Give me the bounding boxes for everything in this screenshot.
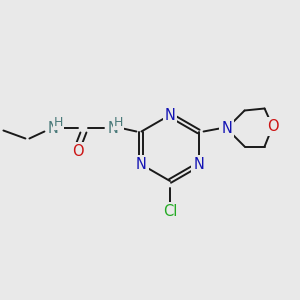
Text: Cl: Cl	[163, 203, 177, 218]
Text: H: H	[114, 116, 123, 129]
Text: N: N	[165, 107, 176, 122]
Text: N: N	[48, 121, 59, 136]
Text: O: O	[267, 119, 278, 134]
Text: N: N	[108, 121, 119, 136]
Text: N: N	[136, 157, 147, 172]
Text: O: O	[73, 144, 84, 159]
Text: H: H	[54, 116, 63, 129]
Text: N: N	[193, 157, 204, 172]
Text: N: N	[221, 121, 232, 136]
